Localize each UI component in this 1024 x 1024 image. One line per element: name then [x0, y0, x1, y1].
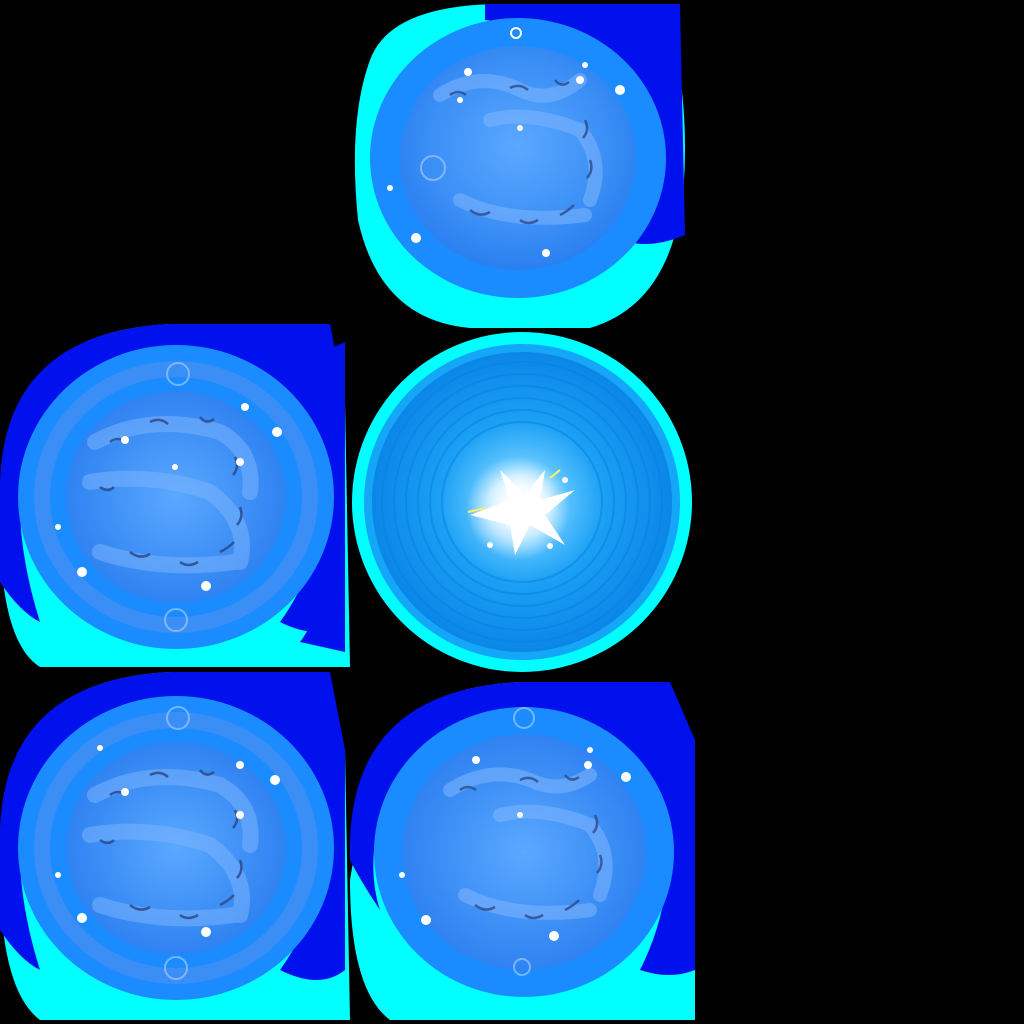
blue-orb-swirl-icon — [350, 682, 695, 1020]
blue-orb-swirl-icon — [0, 324, 350, 667]
orb-frame-e — [350, 680, 695, 1020]
orb-frame-c — [350, 330, 695, 675]
blue-orb-burst-icon — [352, 332, 692, 672]
orb-frame-a — [350, 0, 695, 335]
blue-orb-swirl-icon — [354, 4, 685, 328]
orb-frame-b — [0, 322, 350, 667]
blue-orb-swirl-icon — [0, 672, 350, 1020]
orb-frame-d — [0, 670, 350, 1020]
